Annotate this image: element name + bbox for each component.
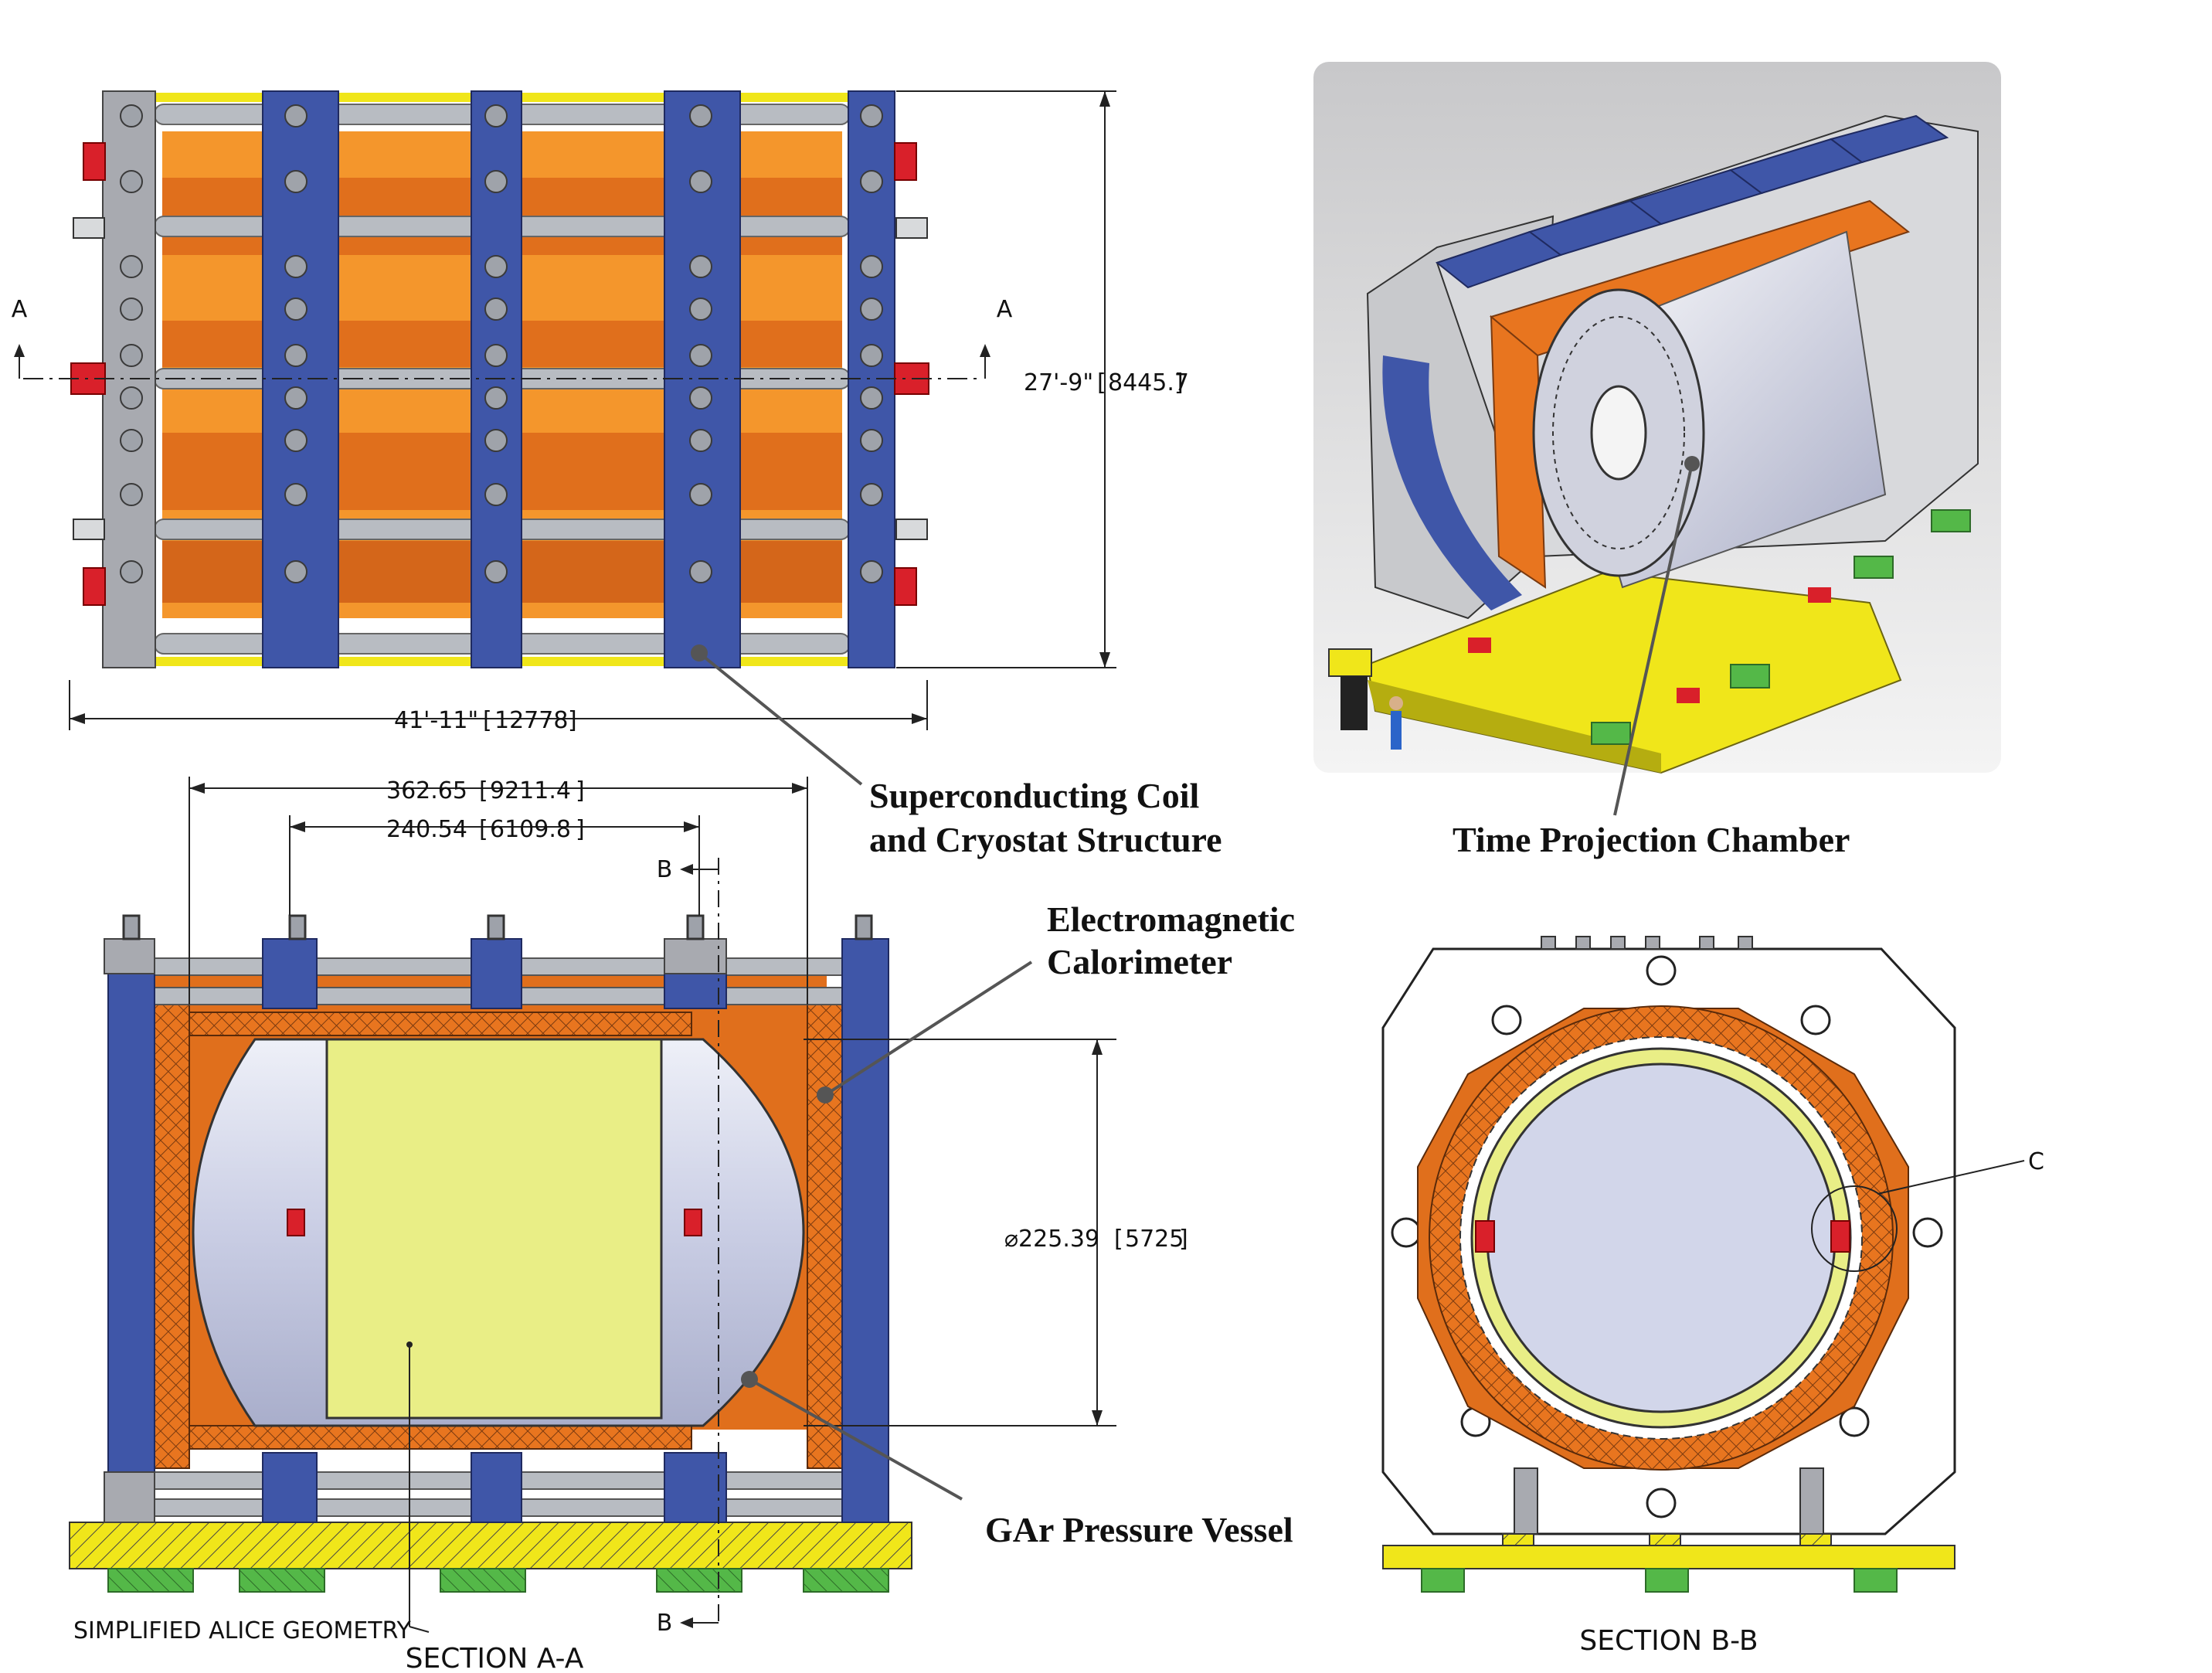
- diameter-dimension: ⌀225.39: [1004, 1226, 1099, 1253]
- coil-callout-line2: and Cryostat Structure: [869, 820, 1222, 859]
- detail-c-circle: [1811, 1185, 1898, 1272]
- section-mark-b-bottom: B: [657, 1610, 673, 1637]
- base-beam: [1382, 1545, 1955, 1569]
- bracket-close: ]: [1174, 369, 1184, 396]
- section-mark-a-left: A: [12, 296, 28, 323]
- top-view: A A 27'-9" [ 8445.7 ] 41'-11" [ 12778 ]: [12, 90, 1189, 734]
- vessel-bore: [1486, 1063, 1837, 1413]
- outer-length-metric: 9211.4: [490, 777, 571, 804]
- coil-callout-line1: Superconducting Coil: [869, 776, 1199, 815]
- bracket-open: [: [483, 707, 492, 734]
- section-mark-b-top: B: [657, 856, 673, 883]
- outer-length-dimension: 362.65: [386, 777, 467, 804]
- bracket-open: [: [1097, 369, 1106, 396]
- section-a-a: 362.65 [ 9211.4 ] 240.54 [ 6109.8 ] B B …: [69, 777, 1188, 1673]
- inner-length-dimension: 240.54: [386, 816, 467, 843]
- callouts: Superconducting Coil and Cryostat Struct…: [691, 456, 1850, 1549]
- height-dimension: 27'-9": [1024, 369, 1093, 396]
- bracket-open: [: [479, 777, 488, 804]
- bracket-close: ]: [576, 816, 585, 843]
- bracket-open: [: [479, 816, 488, 843]
- width-dimension: 41'-11": [394, 707, 478, 734]
- base-frame: [69, 1522, 912, 1569]
- bracket-close: ]: [1179, 1226, 1188, 1253]
- bracket-open: [: [1114, 1226, 1123, 1253]
- render-3d: [1313, 62, 2001, 774]
- width-dimension-metric: 12778: [494, 707, 568, 734]
- section-a-title: SECTION A-A: [406, 1643, 584, 1673]
- inner-length-metric: 6109.8: [490, 816, 571, 843]
- gar-vessel-callout: GAr Pressure Vessel: [985, 1510, 1293, 1549]
- person: [1391, 711, 1402, 750]
- ecal-callout-line1: Electromagnetic: [1047, 899, 1295, 939]
- detail-c-label: C: [2028, 1148, 2044, 1175]
- tpc-section: [325, 1038, 663, 1420]
- height-dimension-metric: 8445.7: [1108, 369, 1189, 396]
- diameter-metric: 5725: [1125, 1226, 1184, 1253]
- bracket-close: ]: [576, 777, 585, 804]
- ecal-section-a: [154, 996, 843, 1469]
- section-mark-a-right: A: [997, 296, 1013, 323]
- ecal-callout-line2: Calorimeter: [1047, 942, 1232, 981]
- section-b-b: C SECTION B-B: [1381, 936, 2044, 1657]
- tpc-callout: Time Projection Chamber: [1453, 820, 1850, 859]
- forklift: [1328, 648, 1372, 677]
- section-b-title: SECTION B-B: [1579, 1625, 1758, 1657]
- bracket-close: ]: [568, 707, 577, 734]
- simplified-geometry-label: SIMPLIFIED ALICE GEOMETRY: [73, 1617, 412, 1644]
